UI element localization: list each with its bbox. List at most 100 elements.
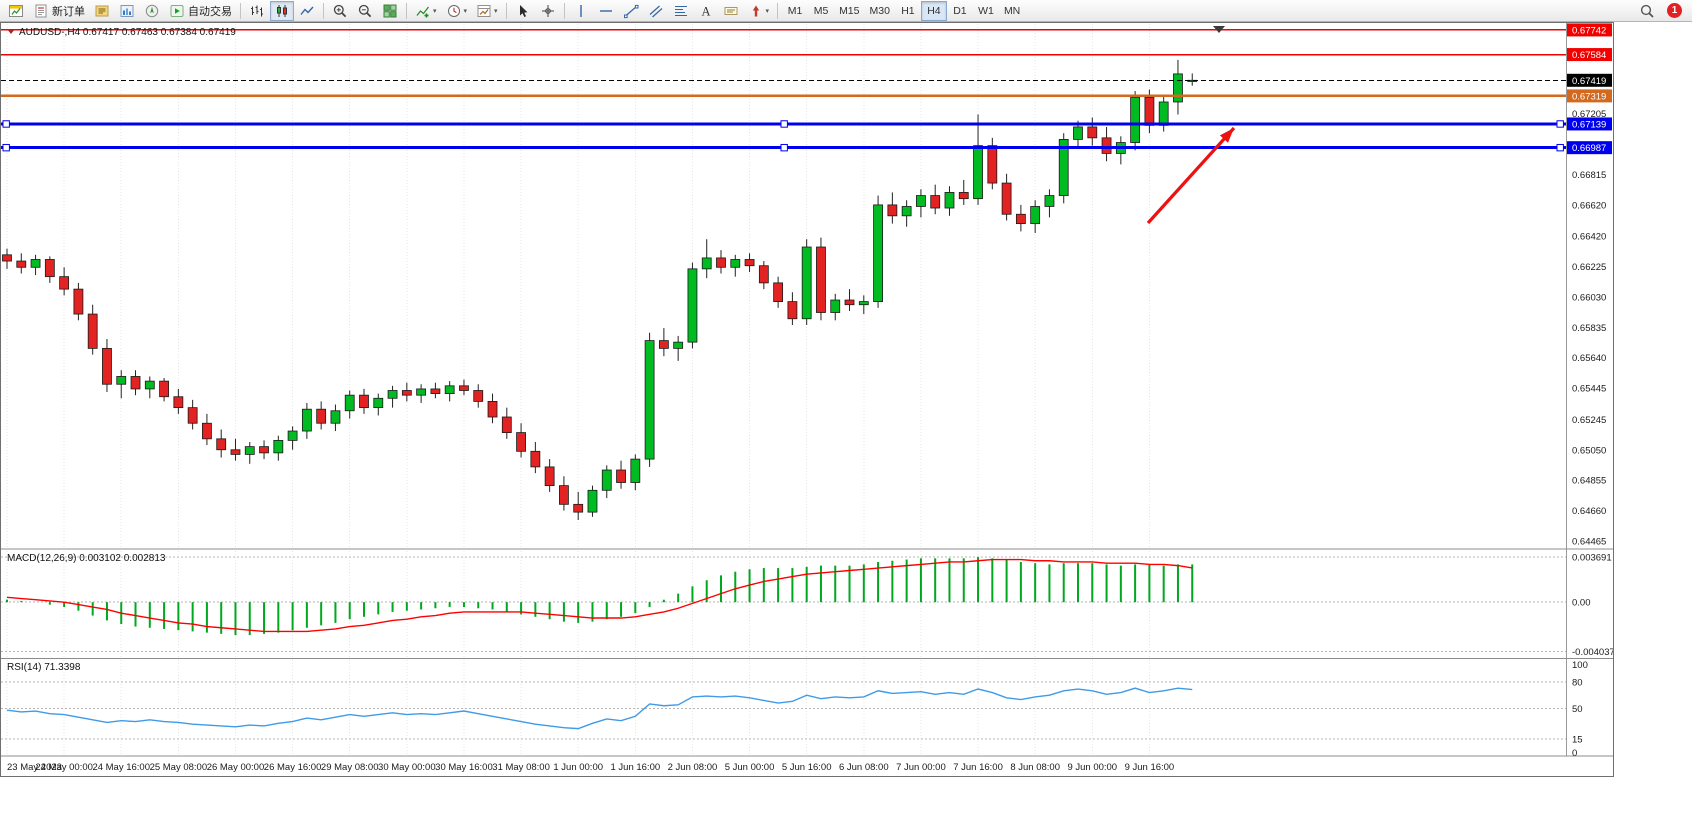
equidistant-channel-button[interactable] xyxy=(644,1,668,21)
candle-body xyxy=(644,340,655,460)
candle-body xyxy=(916,195,926,207)
fibonacci-button[interactable] xyxy=(669,1,693,21)
price-tick: 0.65245 xyxy=(1572,415,1606,426)
rsi-scale-label: 100 xyxy=(1572,660,1588,671)
candle-body xyxy=(59,276,70,290)
candle-body xyxy=(387,390,398,399)
vertical-line-icon xyxy=(573,3,589,19)
price-tick: 0.66420 xyxy=(1572,232,1606,243)
text-button[interactable]: A xyxy=(694,1,718,21)
candle-body xyxy=(330,410,341,424)
candle-body xyxy=(901,206,912,217)
timeframe-mn-button[interactable]: MN xyxy=(999,1,1025,21)
autotrading-label: 自动交易 xyxy=(188,5,232,18)
symbol-ohlc-label: AUDUSD-,H4 0.67417 0.67463 0.67384 0.674… xyxy=(19,27,236,38)
navigator-button[interactable] xyxy=(140,1,164,21)
notification-badge[interactable]: 1 xyxy=(1667,3,1682,18)
candle-body xyxy=(416,388,427,396)
candle-body xyxy=(930,195,941,209)
periods-button[interactable]: ▾ xyxy=(442,1,472,21)
time-label: 30 May 16:00 xyxy=(435,762,493,773)
templates-button[interactable]: ▾ xyxy=(472,1,502,21)
timeframe-h1-button[interactable]: H1 xyxy=(895,1,921,21)
cursor-button[interactable] xyxy=(511,1,535,21)
horizontal-line-button[interactable] xyxy=(594,1,618,21)
new-chart-button[interactable] xyxy=(4,1,28,21)
timeframe-h4-button[interactable]: H4 xyxy=(920,0,947,21)
candle-body xyxy=(973,145,983,200)
rsi-scale-label: 15 xyxy=(1572,735,1583,746)
chart-shift-marker[interactable] xyxy=(1213,26,1225,33)
line-handle[interactable] xyxy=(2,143,10,152)
candle-body xyxy=(658,340,669,349)
candle-body xyxy=(887,204,898,217)
fibonacci-icon xyxy=(673,3,689,19)
timeframe-d1-button[interactable]: D1 xyxy=(947,1,973,21)
line-handle[interactable] xyxy=(780,143,788,152)
trend-arrow-head[interactable] xyxy=(1219,128,1234,143)
candle-body xyxy=(202,422,212,440)
bar-chart-icon xyxy=(249,3,265,19)
time-label: 29 May 08:00 xyxy=(321,762,379,773)
candle-body xyxy=(630,458,641,483)
price-label-box xyxy=(1567,117,1612,131)
metaeditor-button[interactable] xyxy=(90,1,114,21)
time-label: 1 Jun 00:00 xyxy=(553,762,603,773)
arrows-button[interactable]: ▾ xyxy=(744,1,774,21)
trend-arrow[interactable] xyxy=(1146,126,1236,225)
line-handle[interactable] xyxy=(2,120,10,128)
time-label: 26 May 00:00 xyxy=(207,762,265,773)
candle-body xyxy=(559,485,569,505)
trendline-button[interactable] xyxy=(619,1,643,21)
candle-body xyxy=(259,446,269,454)
candle-body xyxy=(16,260,27,268)
price-label: 0.66987 xyxy=(1572,143,1606,154)
timeframe-m30-button[interactable]: M30 xyxy=(865,1,895,21)
line-handle[interactable] xyxy=(1556,120,1564,128)
candle-body xyxy=(102,347,112,385)
price-tick: 0.64465 xyxy=(1572,536,1606,547)
macd-scale-label: 0.003691 xyxy=(1572,553,1612,564)
price-label: 0.67319 xyxy=(1572,91,1606,102)
rsi-scale-label: 80 xyxy=(1572,677,1583,688)
new-order-label: 新订单 xyxy=(52,5,85,18)
candle-body xyxy=(301,408,312,432)
text-icon: A xyxy=(698,3,714,19)
autotrading-button[interactable]: 自动交易 xyxy=(165,1,236,21)
new-order-button[interactable]: 新订单 xyxy=(29,1,89,21)
candle-body xyxy=(1187,79,1198,82)
search-button[interactable] xyxy=(1635,1,1659,21)
timeframe-m15-button[interactable]: M15 xyxy=(834,1,864,21)
price-label: 0.67419 xyxy=(1572,76,1606,87)
candle-body xyxy=(30,259,41,268)
toolbar-separator xyxy=(563,2,565,19)
market-watch-icon xyxy=(119,3,135,19)
bar-chart-button[interactable] xyxy=(245,1,269,21)
timeframe-w1-button[interactable]: W1 xyxy=(973,1,999,21)
indicators-button[interactable]: ▾ xyxy=(411,1,441,21)
candle-body xyxy=(1173,73,1183,103)
candle-body xyxy=(444,385,455,395)
crosshair-button[interactable] xyxy=(536,1,560,21)
dropdown-caret-icon: ▾ xyxy=(463,7,468,15)
macd-label: MACD(12,26,9) 0.003102 0.002813 xyxy=(7,553,166,564)
toolbar-right-group: 1 xyxy=(1635,1,1688,21)
line-handle[interactable] xyxy=(1556,143,1564,152)
timeframe-m5-button[interactable]: M5 xyxy=(808,1,834,21)
zoom-out-button[interactable] xyxy=(353,1,377,21)
zoom-in-button[interactable] xyxy=(328,1,352,21)
candle-body xyxy=(359,394,369,409)
text-label-button[interactable] xyxy=(719,1,743,21)
candle-body xyxy=(687,268,698,343)
candle-body xyxy=(730,259,741,268)
candle-body xyxy=(116,376,127,385)
line-chart-button[interactable] xyxy=(295,1,319,21)
candle-body xyxy=(244,446,255,455)
timeframe-m1-button[interactable]: M1 xyxy=(782,1,808,21)
vertical-line-button[interactable] xyxy=(569,1,593,21)
line-handle[interactable] xyxy=(780,120,788,128)
tile-windows-button[interactable] xyxy=(378,1,402,21)
candle-body xyxy=(987,145,998,184)
market-watch-button[interactable] xyxy=(115,1,139,21)
candlestick-chart-button[interactable] xyxy=(270,0,294,21)
